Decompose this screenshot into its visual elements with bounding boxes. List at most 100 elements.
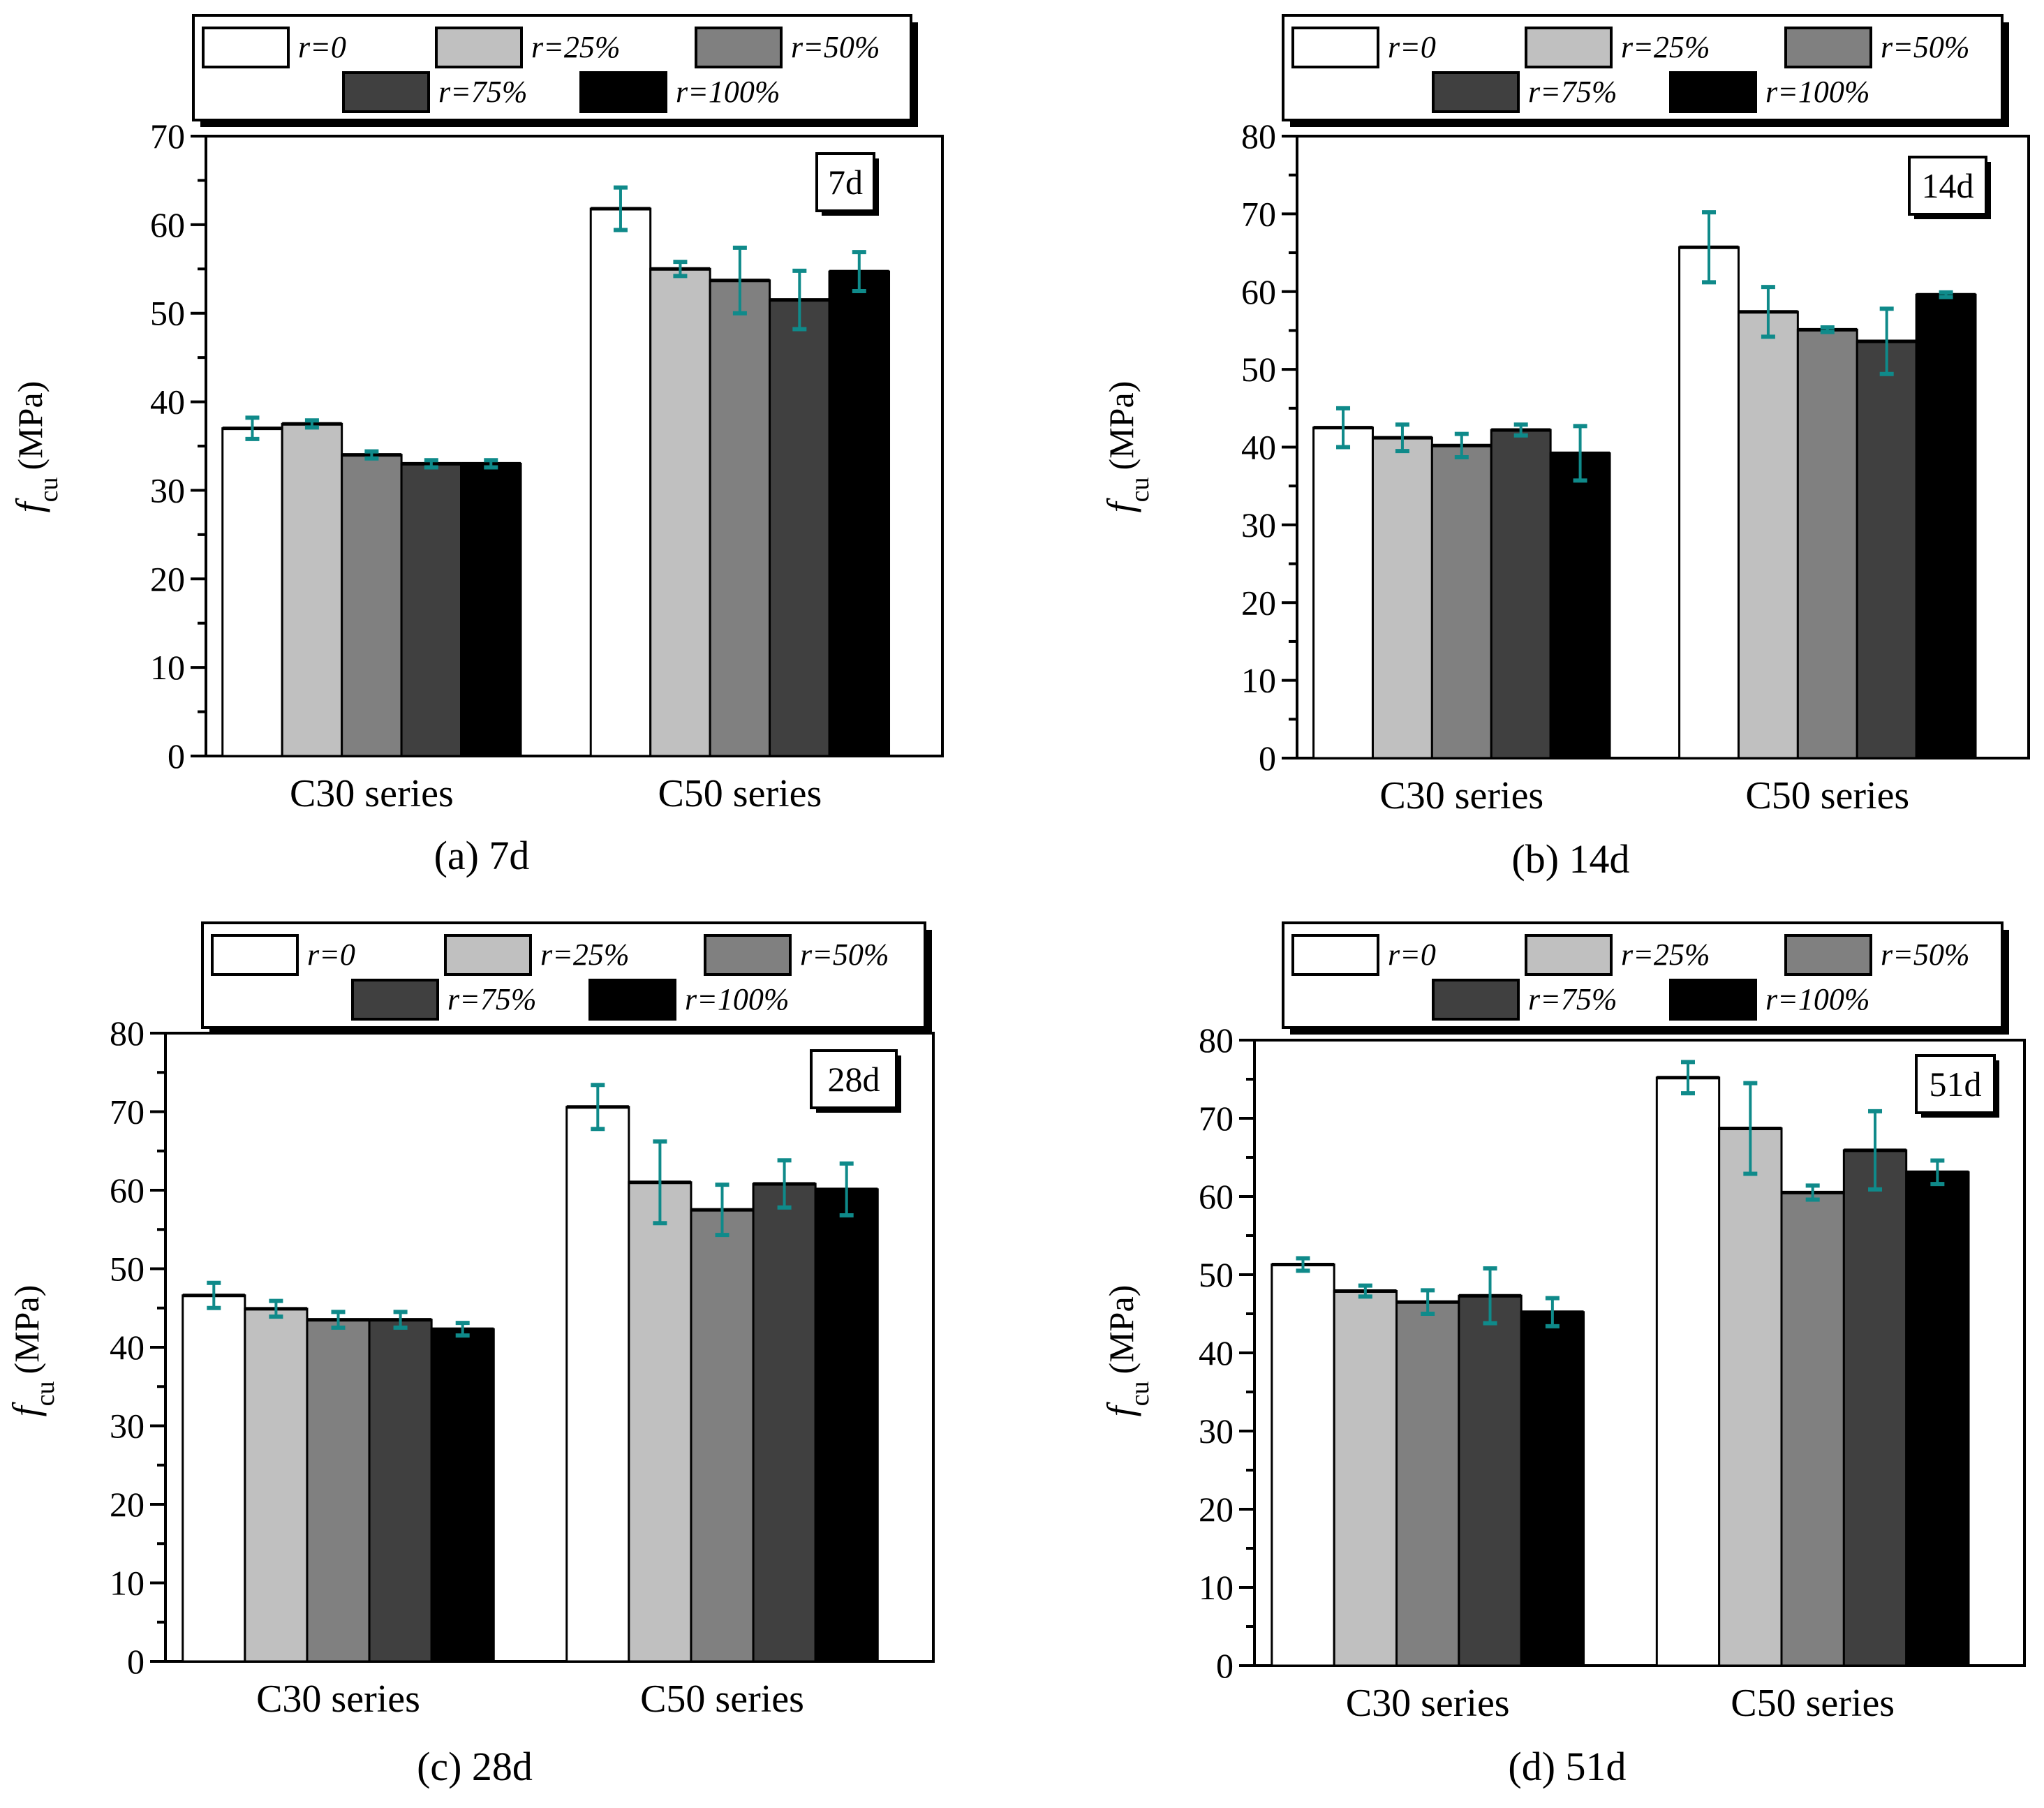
legend-swatch xyxy=(1291,934,1379,976)
legend-value: =0 xyxy=(319,938,355,972)
legend-variable: r xyxy=(307,938,320,972)
x-category-label: C30 series xyxy=(290,772,454,815)
age-label: 28d xyxy=(828,1060,880,1099)
legend-variable: r xyxy=(685,982,697,1016)
bar xyxy=(460,462,522,757)
bar xyxy=(1490,429,1552,759)
bar xyxy=(1780,1191,1845,1667)
legend-swatch xyxy=(1669,979,1757,1021)
x-category-label: C50 series xyxy=(1731,1682,1895,1725)
legend-swatch xyxy=(444,934,532,976)
bar xyxy=(1430,444,1493,759)
panel-caption: (a) 7d xyxy=(434,833,530,878)
bar xyxy=(628,1181,693,1663)
legend-swatch xyxy=(1784,27,1872,68)
legend-label: r=0 xyxy=(1388,938,1436,972)
legend-frame xyxy=(201,921,926,1029)
panel-caption: (d) 51d xyxy=(1508,1744,1626,1789)
legend-value: =25% xyxy=(1633,938,1710,972)
legend-value: =0 xyxy=(1400,30,1436,64)
legend-swatch xyxy=(435,27,523,68)
bar xyxy=(221,427,283,757)
y-tick-label: 60 xyxy=(1241,272,1276,311)
legend-swatch xyxy=(579,71,667,113)
legend-value: =25% xyxy=(552,938,629,972)
legend-label: r=50% xyxy=(1881,30,1969,64)
bar xyxy=(1905,1171,1970,1667)
y-tick-label: 10 xyxy=(110,1564,145,1603)
legend-value: =100% xyxy=(697,982,789,1016)
x-category-label: C30 series xyxy=(1379,774,1543,817)
y-tick-label: 30 xyxy=(1241,505,1276,544)
legend-variable: r xyxy=(1388,938,1400,972)
legend-variable: r xyxy=(1765,982,1778,1016)
legend-variable: r xyxy=(1881,30,1893,64)
legend-label: r=50% xyxy=(1881,938,1969,972)
y-tick-label: 0 xyxy=(1216,1646,1234,1685)
chart-panel-d: r=0 r=25% r=50%r=75% r=100%0102030405060708… xyxy=(1099,921,2026,1789)
legend-label: r=75% xyxy=(1528,982,1617,1016)
legend-label: r=0 xyxy=(298,30,346,64)
bar xyxy=(400,462,463,757)
legend-label: r=50% xyxy=(791,30,880,64)
legend-swatch xyxy=(1525,27,1613,68)
y-axis-label: fcu(MPa) xyxy=(5,1285,60,1417)
bar xyxy=(1915,293,1977,759)
legend-value: =75% xyxy=(459,982,536,1016)
bar xyxy=(1458,1294,1523,1667)
y-tick-label: 50 xyxy=(110,1250,145,1289)
y-axis-label: fcu(MPa) xyxy=(1099,381,1155,513)
legend: r=0 r=25% r=50%r=75% r=100% xyxy=(201,921,932,1035)
bar xyxy=(589,207,652,757)
legend-label: r=0 xyxy=(1388,30,1436,64)
y-tick-label: 0 xyxy=(168,736,185,776)
y-axis-unit: (MPa) xyxy=(1102,1285,1141,1374)
bar xyxy=(828,270,891,757)
bar xyxy=(1312,427,1374,759)
y-tick-label: 80 xyxy=(110,1014,145,1053)
y-tick-label: 40 xyxy=(1199,1333,1234,1372)
legend-swatch xyxy=(202,27,290,68)
legend-variable: r xyxy=(298,30,311,64)
legend-label: r=25% xyxy=(540,938,629,972)
y-tick-label: 30 xyxy=(110,1407,145,1446)
bar xyxy=(565,1106,630,1663)
y-tick-label: 70 xyxy=(110,1092,145,1132)
legend-label: r=75% xyxy=(438,75,527,109)
legend-swatch xyxy=(342,71,430,113)
y-tick-label: 40 xyxy=(1241,428,1276,467)
legend-label: r=100% xyxy=(685,982,789,1016)
bar xyxy=(182,1294,246,1663)
y-tick-label: 40 xyxy=(110,1328,145,1367)
age-box xyxy=(810,1049,898,1109)
y-tick-label: 0 xyxy=(127,1642,145,1681)
bar xyxy=(430,1328,495,1663)
legend-value: =50% xyxy=(812,938,889,972)
y-tick-label: 10 xyxy=(1199,1568,1234,1607)
legend-value: =75% xyxy=(1540,982,1617,1016)
age-box xyxy=(1908,156,1987,216)
y-tick-label: 50 xyxy=(1199,1255,1234,1294)
bar xyxy=(814,1188,879,1663)
bar xyxy=(752,1183,817,1663)
y-tick-label: 30 xyxy=(150,470,185,510)
bar xyxy=(1678,246,1740,759)
legend-value: =50% xyxy=(803,30,880,64)
legend-value: =100% xyxy=(688,75,780,109)
x-category-label: C50 series xyxy=(640,1677,804,1721)
y-tick-label: 20 xyxy=(110,1485,145,1524)
bar xyxy=(1371,436,1433,759)
legend-variable: r xyxy=(540,938,553,972)
legend-label: r=25% xyxy=(1621,938,1710,972)
legend-variable: r xyxy=(800,938,813,972)
y-axis-subscript: cu xyxy=(31,1381,60,1406)
age-box xyxy=(1915,1054,1996,1114)
legend-value: =25% xyxy=(543,30,620,64)
legend-value: =0 xyxy=(1400,938,1436,972)
x-category-label: C30 series xyxy=(1346,1682,1510,1725)
bar xyxy=(368,1319,433,1663)
legend-label: r=100% xyxy=(1765,75,1869,109)
panel-caption: (b) 14d xyxy=(1511,836,1629,882)
legend-variable: r xyxy=(1388,30,1400,64)
